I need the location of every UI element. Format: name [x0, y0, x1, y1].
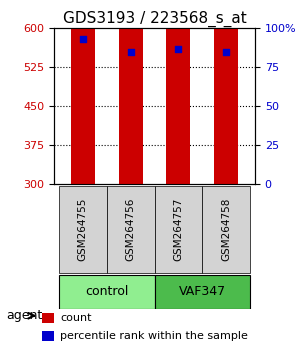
Bar	[167, 0, 191, 184]
Text: count: count	[60, 313, 92, 323]
Text: percentile rank within the sample: percentile rank within the sample	[60, 331, 248, 341]
Bar	[71, 31, 95, 184]
FancyBboxPatch shape	[202, 186, 250, 273]
FancyBboxPatch shape	[154, 275, 250, 309]
Point	[128, 49, 133, 55]
Text: GSM264758: GSM264758	[221, 197, 231, 261]
Bar	[71, 0, 95, 184]
FancyBboxPatch shape	[106, 186, 154, 273]
Text: agent: agent	[6, 309, 42, 322]
Text: GSM264756: GSM264756	[126, 197, 136, 261]
Point	[224, 49, 229, 55]
Point	[176, 46, 181, 51]
Bar	[167, 103, 191, 184]
Text: control: control	[85, 285, 128, 298]
Bar	[42, 313, 54, 322]
Title: GDS3193 / 223568_s_at: GDS3193 / 223568_s_at	[63, 11, 246, 27]
Text: GSM264757: GSM264757	[173, 197, 183, 261]
Bar	[118, 0, 142, 184]
FancyBboxPatch shape	[59, 275, 154, 309]
Bar	[214, 118, 238, 184]
Bar	[118, 141, 142, 184]
Point	[80, 36, 85, 42]
Bar	[42, 331, 54, 341]
FancyBboxPatch shape	[154, 186, 202, 273]
Text: GSM264755: GSM264755	[78, 197, 88, 261]
Text: VAF347: VAF347	[179, 285, 226, 298]
Bar	[214, 0, 238, 184]
FancyBboxPatch shape	[59, 186, 106, 273]
